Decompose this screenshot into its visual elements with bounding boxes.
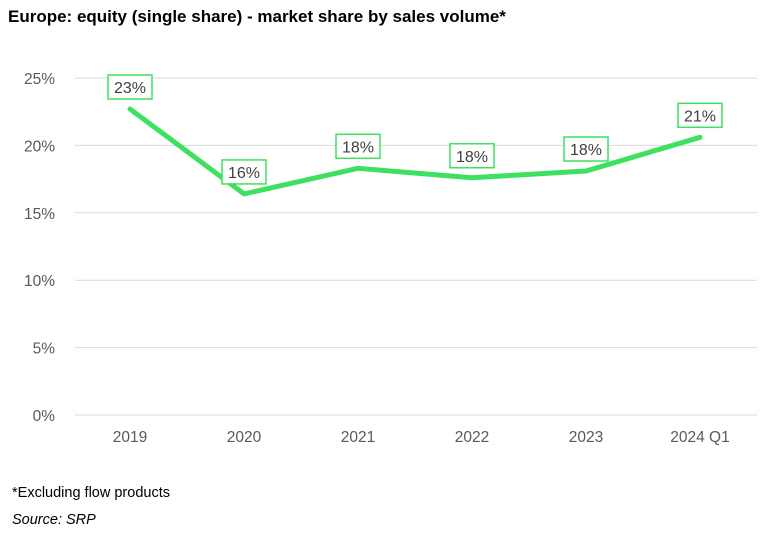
source-note: Source: SRP	[12, 512, 96, 528]
x-tick-label: 2020	[227, 429, 262, 446]
data-label-box	[107, 74, 153, 100]
data-labels: 23% 16% 18% 18% 18% 21%	[107, 74, 723, 185]
data-label-box	[677, 102, 723, 129]
data-label-text: 18%	[456, 149, 488, 166]
x-axis-tick-labels: 2019 2020 2021 2022 2023 2024 Q1	[113, 429, 730, 446]
data-label: 23%	[107, 74, 153, 100]
y-tick-label: 10%	[24, 273, 55, 290]
data-label: 18%	[449, 143, 495, 169]
data-label-text: 18%	[342, 139, 374, 156]
data-label-text: 23%	[114, 80, 146, 97]
data-label-text: 21%	[684, 108, 716, 125]
data-label: 16%	[221, 159, 267, 185]
series-line-group	[127, 106, 703, 197]
series-line	[127, 106, 703, 197]
y-tick-label: 20%	[24, 138, 55, 155]
data-label-box	[449, 143, 495, 169]
y-tick-label: 25%	[24, 71, 55, 88]
data-label: 18%	[335, 133, 381, 160]
chart-title: Europe: equity (single share) - market s…	[8, 7, 506, 26]
gridlines	[75, 77, 757, 416]
x-tick-label: 2022	[455, 429, 489, 446]
y-tick-label: 5%	[33, 341, 56, 358]
data-label: 21%	[677, 102, 723, 129]
x-tick-label: 2019	[113, 429, 147, 446]
data-label-box	[563, 136, 609, 162]
data-label-box	[221, 159, 267, 185]
x-tick-label: 2024 Q1	[670, 429, 729, 446]
data-label-box	[335, 133, 381, 160]
footnote: *Excluding flow products	[12, 485, 170, 501]
y-axis-tick-labels: 0% 5% 10% 15% 20% 25%	[24, 71, 55, 425]
x-tick-label: 2021	[341, 429, 375, 446]
y-tick-label: 0%	[33, 408, 56, 425]
y-tick-label: 15%	[24, 206, 55, 223]
data-label-text: 16%	[228, 165, 260, 182]
data-label: 18%	[563, 136, 609, 162]
data-label-text: 18%	[570, 142, 602, 159]
x-tick-label: 2023	[569, 429, 603, 446]
